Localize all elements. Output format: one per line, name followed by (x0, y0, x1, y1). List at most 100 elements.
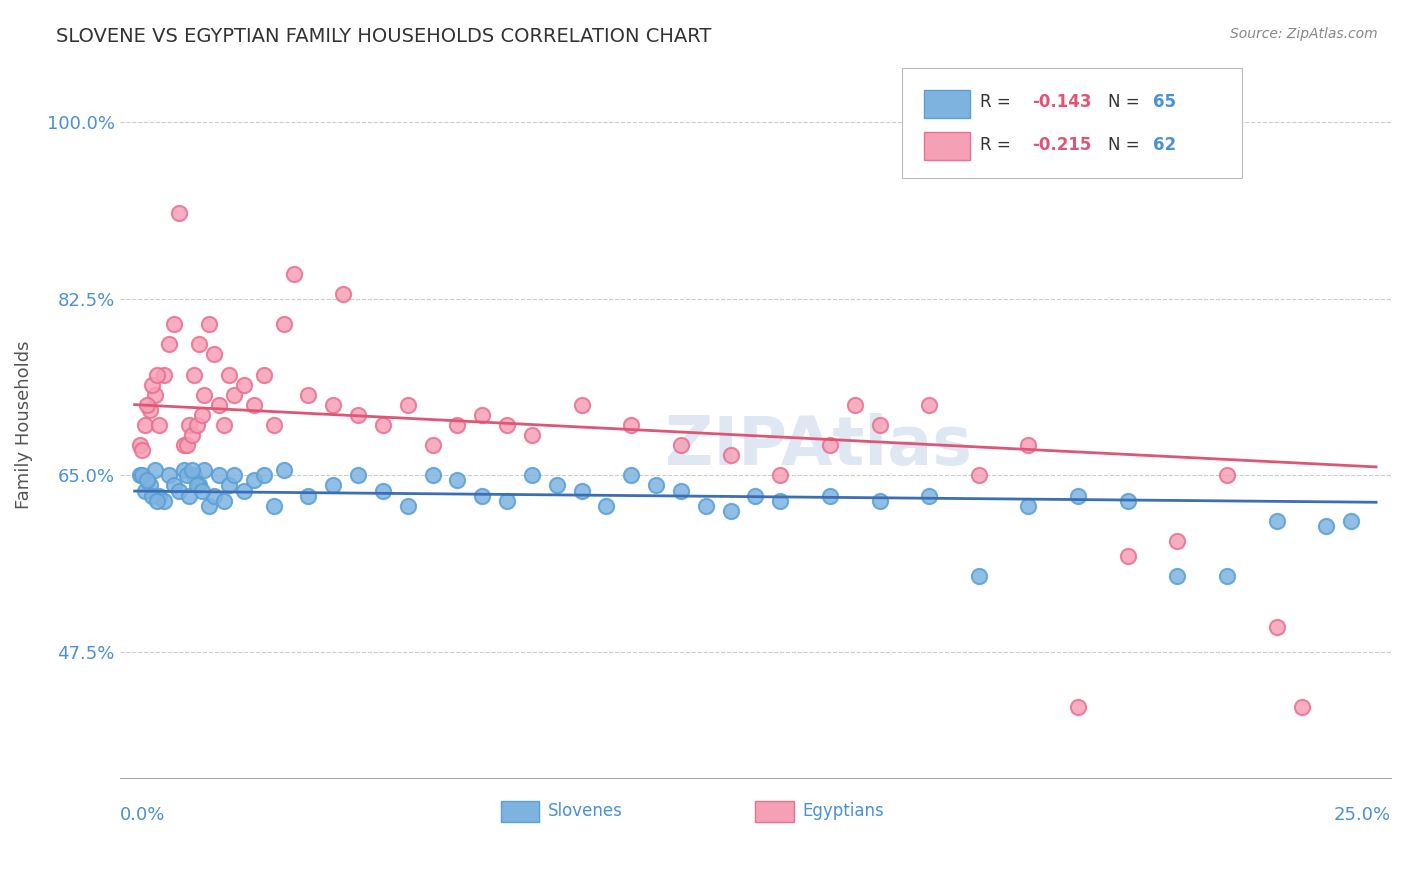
Point (218, 368, 240, 382)
Point (193, 463, 215, 477)
Point (571, 398, 593, 412)
Point (695, 499, 717, 513)
Point (202, 347, 225, 361)
Point (163, 317, 186, 331)
Point (157, 468, 180, 483)
Point (1067, 700, 1090, 714)
FancyBboxPatch shape (925, 132, 970, 161)
Point (134, 483, 156, 498)
Point (1315, 519, 1337, 533)
Point (153, 493, 176, 508)
Point (918, 398, 941, 412)
Point (131, 443, 153, 458)
Point (818, 438, 841, 452)
Point (176, 468, 198, 483)
Point (1067, 489, 1090, 503)
Point (208, 468, 231, 483)
Point (263, 417, 285, 432)
Point (496, 417, 519, 432)
Point (869, 493, 891, 508)
Point (232, 483, 254, 498)
Point (138, 402, 160, 417)
Point (141, 377, 163, 392)
Point (645, 478, 668, 492)
Point (844, 398, 866, 412)
Point (1116, 493, 1139, 508)
Text: R =: R = (980, 136, 1017, 153)
Point (471, 408, 494, 422)
Point (143, 388, 166, 402)
Text: N =: N = (1108, 136, 1144, 153)
Text: SLOVENE VS EGYPTIAN FAMILY HOUSEHOLDS CORRELATION CHART: SLOVENE VS EGYPTIAN FAMILY HOUSEHOLDS CO… (56, 27, 711, 45)
Point (918, 489, 941, 503)
FancyBboxPatch shape (501, 801, 540, 822)
Point (218, 478, 240, 492)
Point (620, 468, 643, 483)
Text: ZIPAtlas: ZIPAtlas (665, 413, 973, 479)
Point (179, 417, 201, 432)
Point (1265, 620, 1288, 634)
Point (297, 388, 319, 402)
Point (198, 317, 221, 331)
Point (1340, 514, 1362, 528)
Text: -0.143: -0.143 (1032, 94, 1092, 112)
Point (169, 206, 191, 220)
Point (253, 368, 276, 382)
Point (136, 474, 159, 488)
Point (744, 489, 766, 503)
Point (163, 478, 186, 492)
Point (193, 388, 215, 402)
FancyBboxPatch shape (901, 69, 1243, 178)
Text: Source: ZipAtlas.com: Source: ZipAtlas.com (1230, 27, 1378, 41)
Text: Egyptians: Egyptians (803, 802, 884, 820)
Point (188, 337, 211, 351)
FancyBboxPatch shape (925, 89, 970, 118)
Point (141, 489, 163, 503)
Point (222, 388, 245, 402)
Point (496, 493, 519, 508)
Point (967, 468, 990, 483)
Point (188, 478, 211, 492)
Point (769, 493, 792, 508)
Point (322, 478, 344, 492)
Point (186, 478, 208, 492)
Point (138, 478, 160, 492)
Point (669, 483, 692, 498)
Point (422, 468, 444, 483)
Point (232, 377, 254, 392)
Point (1216, 569, 1239, 583)
Point (190, 483, 212, 498)
Point (1216, 468, 1239, 483)
Point (546, 478, 568, 492)
Point (222, 468, 245, 483)
Point (143, 463, 166, 477)
Point (1018, 438, 1040, 452)
Point (243, 474, 266, 488)
Point (273, 317, 295, 331)
Point (720, 448, 742, 462)
Point (1116, 549, 1139, 563)
Point (212, 493, 235, 508)
Point (520, 428, 543, 442)
Text: 62: 62 (1153, 136, 1177, 153)
Text: 0.0%: 0.0% (120, 806, 165, 824)
Point (128, 438, 150, 452)
Point (332, 286, 354, 301)
Point (571, 483, 593, 498)
Point (422, 438, 444, 452)
Point (202, 489, 225, 503)
Point (131, 468, 153, 483)
Point (273, 463, 295, 477)
Point (176, 438, 198, 452)
Point (146, 493, 169, 508)
Point (263, 499, 285, 513)
Point (720, 504, 742, 518)
Point (446, 474, 468, 488)
Text: Slovenes: Slovenes (548, 802, 623, 820)
Point (1291, 700, 1313, 714)
Point (212, 417, 235, 432)
Point (157, 337, 180, 351)
Text: -0.215: -0.215 (1032, 136, 1092, 153)
Text: N =: N = (1108, 94, 1144, 112)
Point (520, 468, 543, 483)
